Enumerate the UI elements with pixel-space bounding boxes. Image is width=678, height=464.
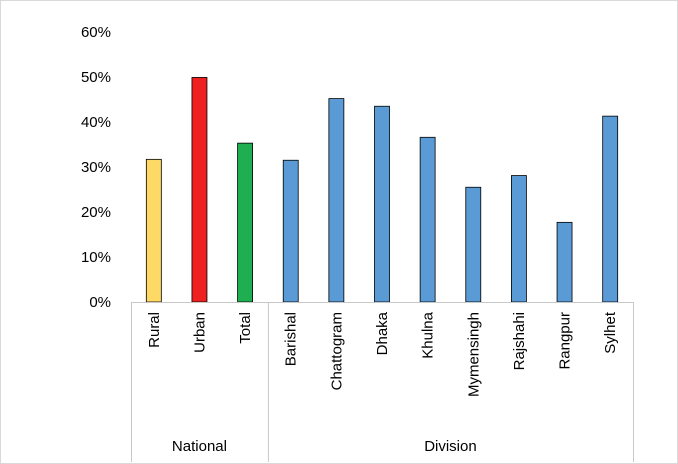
bar-khulna: [419, 136, 436, 303]
y-tick-label: 50%: [81, 69, 111, 86]
bar-dhaka: [374, 105, 390, 303]
bar-mymensingh: [465, 186, 482, 303]
category-label: Urban: [191, 312, 208, 353]
y-tick-label: 60%: [81, 24, 111, 41]
bar-urban: [191, 77, 208, 303]
bar-rajshahi: [511, 175, 527, 303]
category-label: Rangpur: [557, 312, 574, 370]
y-tick-label: 10%: [81, 249, 111, 266]
y-tick-label: 40%: [81, 114, 111, 131]
category-label: Chattogram: [328, 312, 345, 390]
bar-barishal: [282, 159, 299, 303]
bar-chattogram: [328, 98, 345, 303]
category-label: Barishal: [283, 312, 300, 366]
bar-rural: [145, 158, 162, 303]
category-label: Mymensingh: [465, 312, 482, 397]
group-label-national: National: [172, 438, 227, 455]
category-label: Rural: [146, 312, 163, 348]
category-label: Total: [237, 312, 254, 344]
category-label: Dhaka: [374, 311, 391, 355]
bar-rangpur: [556, 221, 573, 303]
bar-total: [237, 142, 253, 303]
category-label: Khulna: [420, 311, 437, 358]
category-label: Rajshahi: [511, 312, 528, 370]
y-tick-label: 30%: [81, 159, 111, 176]
category-label: Sylhet: [602, 311, 619, 354]
bar-sylhet: [602, 115, 619, 303]
y-tick-label: 20%: [81, 204, 111, 221]
y-tick-label: 0%: [89, 294, 111, 311]
group-label-division: Division: [424, 438, 477, 455]
